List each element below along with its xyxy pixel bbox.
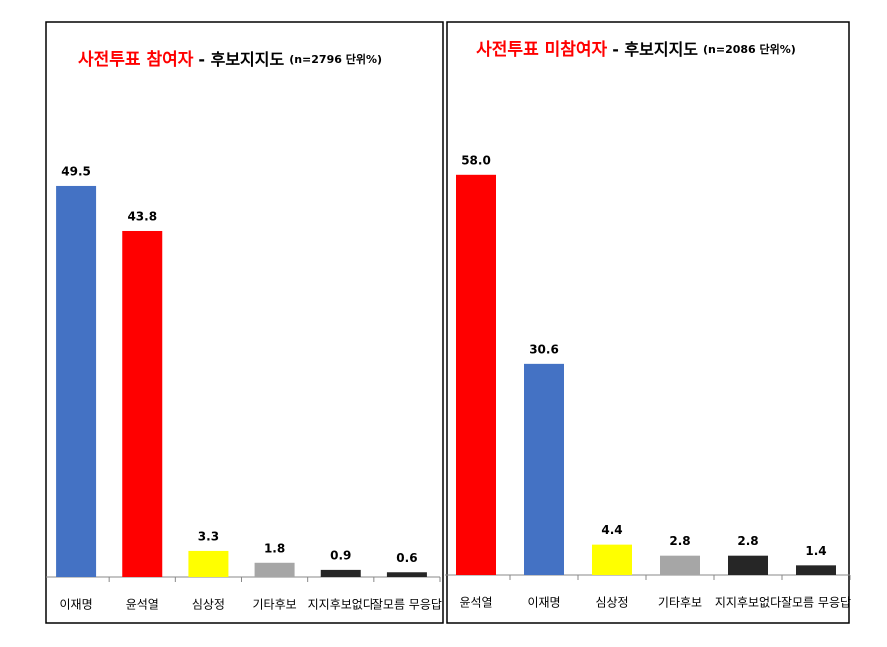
x-tick-label: 지지후보없다 — [715, 596, 781, 610]
value-label: 43.8 — [127, 209, 157, 223]
value-label: 4.4 — [601, 523, 622, 537]
x-tick-label: 지지후보없다 — [308, 598, 374, 612]
x-tick-label: 심상정 — [595, 596, 628, 610]
x-tick-label: 심상정 — [192, 598, 225, 612]
value-label: 1.8 — [264, 541, 285, 555]
bar — [728, 555, 768, 575]
panel-frame — [45, 21, 444, 624]
title-sub: - 후보지지도 — [612, 40, 698, 59]
bar — [592, 544, 632, 575]
x-tick-label: 윤석열 — [126, 598, 159, 612]
title-note: (n=2086 단위%) — [703, 42, 796, 56]
bar — [524, 363, 564, 575]
title-main: 사전투표 참여자 — [78, 49, 194, 70]
bar — [122, 230, 163, 578]
bar — [660, 555, 700, 575]
title-main: 사전투표 미참여자 — [476, 39, 607, 60]
x-tick-label: 잘모름 무응답 — [372, 598, 442, 612]
bar — [56, 185, 97, 577]
value-label: 49.5 — [61, 164, 91, 178]
value-label: 3.3 — [198, 529, 219, 543]
value-label: 0.6 — [396, 551, 417, 565]
title-note: (n=2796 단위%) — [289, 52, 382, 66]
panel-frame — [446, 21, 850, 624]
chart-title: 사전투표 참여자 - 후보지지도 (n=2796 단위%) — [78, 49, 382, 70]
bar — [386, 572, 427, 577]
x-tick-label: 이재명 — [527, 596, 560, 610]
bar — [320, 569, 361, 577]
value-label: 0.9 — [330, 548, 351, 562]
x-tick-label: 기타후보 — [658, 596, 702, 610]
x-tick-label: 잘모름 무응답 — [781, 596, 851, 610]
value-label: 58.0 — [461, 153, 491, 167]
bar — [796, 565, 836, 575]
value-label: 2.8 — [737, 534, 758, 548]
x-tick-label: 이재명 — [60, 598, 93, 612]
bar — [188, 550, 229, 577]
value-label: 2.8 — [669, 534, 690, 548]
chart-title: 사전투표 미참여자 - 후보지지도 (n=2086 단위%) — [476, 39, 796, 60]
x-tick-label: 윤석열 — [459, 596, 492, 610]
x-tick-label: 기타후보 — [252, 598, 296, 612]
value-label: 30.6 — [529, 342, 559, 356]
value-label: 1.4 — [805, 544, 826, 558]
bar — [254, 562, 295, 577]
title-sub: - 후보지지도 — [198, 50, 284, 69]
bar — [456, 174, 496, 576]
